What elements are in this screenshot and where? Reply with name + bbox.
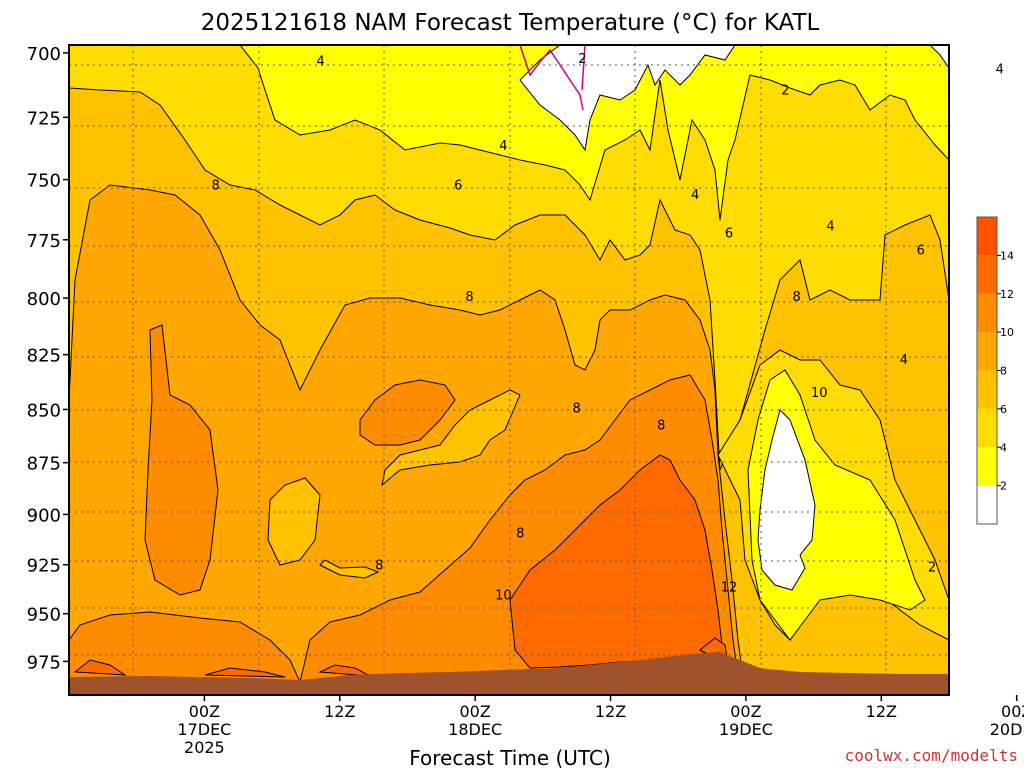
x-tick-label: 00Z: [459, 702, 490, 721]
y-tick-label: 875: [27, 454, 61, 475]
x-tick-label: 18DEC: [448, 720, 502, 739]
contour-label: 2: [928, 561, 936, 576]
colorbar-label: 4: [1000, 441, 1007, 454]
contour-label: 4: [826, 220, 834, 235]
contour-label: 8: [516, 527, 524, 542]
colorbar-segment: [977, 408, 997, 448]
x-tick-label: 19DEC: [719, 720, 773, 739]
x-axis: 00Z17DEC202512Z00Z18DEC12Z00Z19DEC12Z00Z…: [177, 695, 1024, 757]
contour-label: 6: [917, 243, 925, 258]
zero-line: [519, 45, 586, 111]
contour-label: 10: [495, 588, 512, 603]
x-tick-label: 00Z: [189, 702, 220, 721]
colorbar-segment: [977, 447, 997, 486]
y-tick-label: 975: [27, 652, 61, 673]
y-tick-label: 850: [27, 400, 61, 421]
colorbar-label: 12: [1000, 288, 1014, 301]
x-tick-label: 00Z: [1001, 702, 1024, 721]
contour-label: 4: [499, 139, 507, 154]
contour-label: 2: [578, 52, 586, 67]
x-tick-label: 20DEC: [990, 720, 1024, 739]
fill-6to8-pocket-b: [381, 389, 521, 487]
contour-label: 4: [316, 55, 324, 70]
x-axis-label: Forecast Time (UTC): [409, 746, 611, 768]
x-tick-label: 2025: [184, 738, 225, 757]
fill-12to14-strip: [73, 637, 729, 678]
ground: [69, 652, 949, 695]
contour-label: 8: [375, 559, 383, 574]
contour-label: 12: [721, 580, 738, 595]
contour-label: 10: [811, 386, 828, 401]
contour-label: 8: [573, 401, 581, 416]
colorbar-segment: [977, 217, 997, 256]
y-tick-label: 825: [27, 346, 61, 367]
chart-title: 2025121618 NAM Forecast Temperature (°C)…: [201, 10, 820, 36]
fill-6to8-pocket-a: [267, 477, 321, 566]
fill-2to4: [239, 45, 949, 221]
y-tick-label: 925: [27, 556, 61, 577]
colorbar-label: 6: [1000, 403, 1007, 416]
colorbar: 2 4 6 8 10 12 14: [976, 216, 1014, 525]
y-tick-label: 775: [27, 231, 61, 252]
colorbar-label: 2: [1000, 480, 1007, 493]
contour-label: 6: [725, 227, 733, 242]
contour-label: 4: [691, 188, 699, 203]
colorbar-segment: [977, 485, 997, 524]
contour-labels: 4 2 2 4 4 8 6 4 6 4 6 8 8 4 10 8 8 8 8 2 12 4 10: [212, 52, 1004, 603]
fill-10to12-left: [144, 324, 219, 596]
contour-label: 8: [657, 419, 665, 434]
colorbar-segment: [977, 370, 997, 409]
credit-text: coolwx.com/modelts: [845, 746, 1018, 765]
y-tick-label: 750: [27, 171, 61, 192]
grid: [69, 45, 949, 695]
y-tick-label: 900: [27, 505, 61, 526]
contour-label: 8: [212, 178, 220, 193]
contour-label: 6: [454, 178, 462, 193]
contour-label: 8: [793, 290, 801, 305]
x-tick-label: 17DEC: [177, 720, 231, 739]
fill-below2-lower: [757, 409, 816, 591]
plot-frame: [68, 44, 950, 696]
y-tick-label: 725: [27, 108, 61, 129]
fill-below2-upper: [390, 45, 736, 152]
contour-label: 4: [996, 63, 1004, 78]
fill-below2-right: [929, 45, 949, 69]
y-tick-label: 950: [27, 605, 61, 626]
y-tick-label: 700: [27, 44, 61, 65]
colorbar-segment: [977, 332, 997, 371]
colorbar-segment: [977, 293, 997, 333]
x-tick-label: 12Z: [866, 702, 897, 721]
x-tick-label: 00Z: [730, 702, 761, 721]
x-tick-label: 12Z: [324, 702, 355, 721]
x-tick-label: 12Z: [595, 702, 626, 721]
contour-label: 8: [465, 290, 473, 305]
plot-area: [69, 45, 949, 695]
colorbar-label: 8: [1000, 365, 1007, 378]
contour-label: 4: [900, 353, 908, 368]
contour-label: 2: [781, 83, 789, 98]
colorbar-label: 14: [1000, 249, 1014, 262]
y-axis: 700 725 750 775 800 825 850 875 900 925 950 975: [27, 44, 69, 673]
colorbar-segment: [977, 255, 997, 294]
y-tick-label: 800: [27, 289, 61, 310]
colorbar-label: 10: [1000, 326, 1014, 339]
